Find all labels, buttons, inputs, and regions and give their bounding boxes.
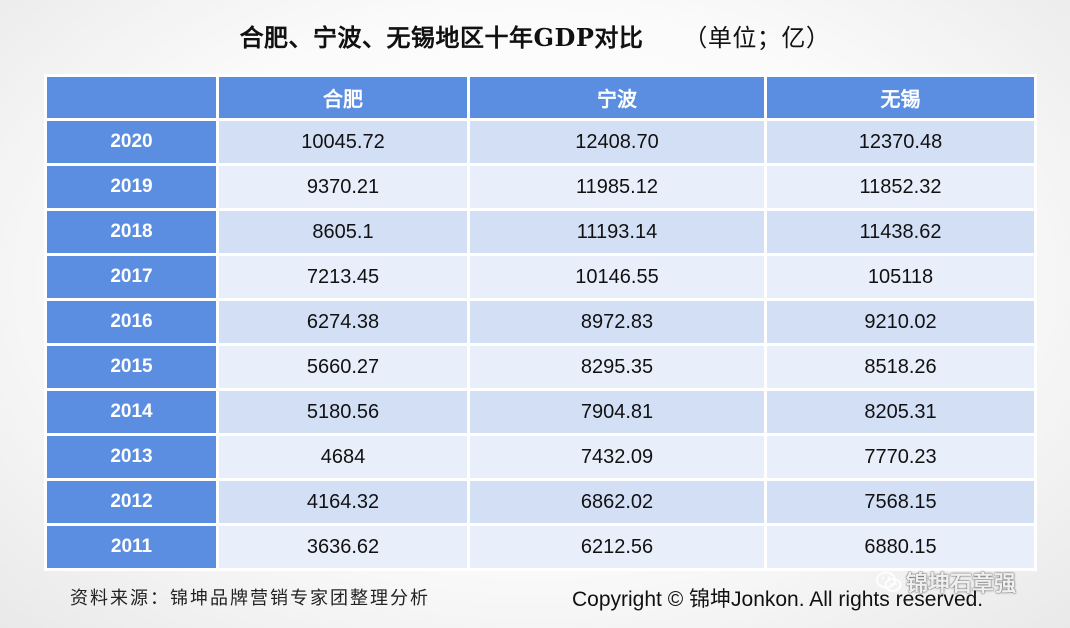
watermark-text: 锦坤石章强 xyxy=(906,572,1017,597)
year-cell: 2015 xyxy=(44,343,219,391)
value-cell-hefei: 5180.56 xyxy=(216,388,470,436)
value-cell-ningbo: 8295.35 xyxy=(467,343,767,391)
value-cell-ningbo: 7432.09 xyxy=(467,433,767,481)
value-cell-hefei: 7213.45 xyxy=(216,253,470,301)
value-cell-ningbo: 11985.12 xyxy=(467,163,767,211)
table-row: 2019 9370.21 11985.12 11852.32 xyxy=(44,163,1037,211)
table-row: 2011 3636.62 6212.56 6880.15 xyxy=(44,523,1037,571)
table-title: 合肥、宁波、无锡地区十年GDP对比 （单位；亿） xyxy=(0,18,1070,53)
value-cell-hefei: 8605.1 xyxy=(216,208,470,256)
value-cell-ningbo: 7904.81 xyxy=(467,388,767,436)
value-cell-hefei: 3636.62 xyxy=(216,523,470,571)
source-note: 资料来源：锦坤品牌营销专家团整理分析 xyxy=(70,588,430,609)
value-cell-ningbo: 12408.70 xyxy=(467,118,767,166)
table-row: 2013 4684 7432.09 7770.23 xyxy=(44,433,1037,481)
year-cell: 2013 xyxy=(44,433,219,481)
value-cell-wuxi: 8205.31 xyxy=(764,388,1037,436)
year-cell: 2014 xyxy=(44,388,219,436)
unit-label: （单位；亿） xyxy=(683,24,831,52)
header-cell-wuxi: 无锡 xyxy=(764,74,1037,121)
year-cell: 2012 xyxy=(44,478,219,526)
value-cell-wuxi: 8518.26 xyxy=(764,343,1037,391)
year-cell: 2019 xyxy=(44,163,219,211)
gdp-table: 合肥 宁波 无锡 2020 10045.72 12408.70 12370.48 201… xyxy=(44,74,1037,571)
value-cell-hefei: 9370.21 xyxy=(216,163,470,211)
table-row: 2018 8605.1 11193.14 11438.62 xyxy=(44,208,1037,256)
value-cell-wuxi: 105118 xyxy=(764,253,1037,301)
value-cell-wuxi: 6880.15 xyxy=(764,523,1037,571)
value-cell-wuxi: 9210.02 xyxy=(764,298,1037,346)
title-text: 合肥、宁波、无锡地区十年GDP对比 xyxy=(239,23,644,52)
table-row: 2020 10045.72 12408.70 12370.48 xyxy=(44,118,1037,166)
header-cell-hefei: 合肥 xyxy=(216,74,470,121)
header-row: 合肥 宁波 无锡 xyxy=(44,74,1037,121)
copyright-note: Copyright © 锦坤Jonkon. All rights reserve… xyxy=(572,588,984,611)
value-cell-ningbo: 11193.14 xyxy=(467,208,767,256)
table-row: 2012 4164.32 6862.02 7568.15 xyxy=(44,478,1037,526)
value-cell-hefei: 5660.27 xyxy=(216,343,470,391)
table-row: 2014 5180.56 7904.81 8205.31 xyxy=(44,388,1037,436)
value-cell-hefei: 4684 xyxy=(216,433,470,481)
header-cell-ningbo: 宁波 xyxy=(467,74,767,121)
year-cell: 2018 xyxy=(44,208,219,256)
year-cell: 2016 xyxy=(44,298,219,346)
year-cell: 2011 xyxy=(44,523,219,571)
header-cell-corner xyxy=(44,74,219,121)
value-cell-wuxi: 11852.32 xyxy=(764,163,1037,211)
table-row: 2016 6274.38 8972.83 9210.02 xyxy=(44,298,1037,346)
value-cell-hefei: 4164.32 xyxy=(216,478,470,526)
year-cell: 2020 xyxy=(44,118,219,166)
value-cell-ningbo: 10146.55 xyxy=(467,253,767,301)
table-row: 2015 5660.27 8295.35 8518.26 xyxy=(44,343,1037,391)
value-cell-wuxi: 12370.48 xyxy=(764,118,1037,166)
value-cell-hefei: 6274.38 xyxy=(216,298,470,346)
value-cell-wuxi: 7770.23 xyxy=(764,433,1037,481)
wechat-icon xyxy=(876,571,902,592)
table-row: 2017 7213.45 10146.55 105118 xyxy=(44,253,1037,301)
value-cell-wuxi: 7568.15 xyxy=(764,478,1037,526)
value-cell-ningbo: 8972.83 xyxy=(467,298,767,346)
value-cell-ningbo: 6212.56 xyxy=(467,523,767,571)
year-cell: 2017 xyxy=(44,253,219,301)
value-cell-hefei: 10045.72 xyxy=(216,118,470,166)
watermark: 锦坤石章强 xyxy=(876,566,1016,598)
value-cell-ningbo: 6862.02 xyxy=(467,478,767,526)
value-cell-wuxi: 11438.62 xyxy=(764,208,1037,256)
